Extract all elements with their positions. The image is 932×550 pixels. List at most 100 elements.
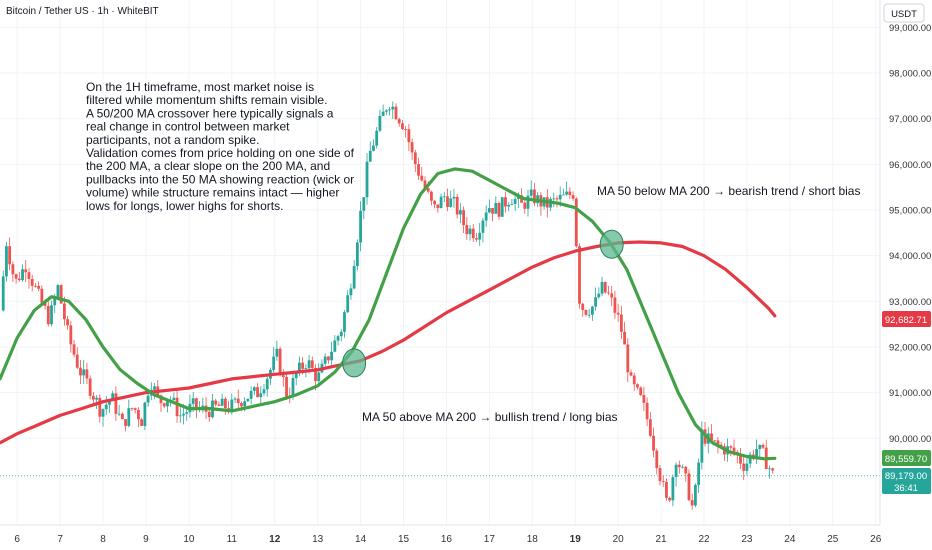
- candle-body: [108, 400, 111, 405]
- candle: [185, 407, 189, 421]
- candle-body: [716, 440, 720, 445]
- candle-body: [681, 466, 684, 468]
- candle-body: [91, 395, 95, 400]
- candle-body: [378, 115, 382, 131]
- candle-body: [339, 331, 343, 337]
- candle: [401, 120, 404, 131]
- candle-body: [8, 246, 12, 265]
- x-tick-label: 7: [57, 534, 63, 545]
- candle-body: [359, 210, 362, 243]
- candle: [526, 189, 530, 217]
- candle: [14, 273, 18, 284]
- candle: [458, 203, 462, 224]
- candle-body: [491, 208, 494, 214]
- candle: [124, 418, 127, 432]
- candle-body: [191, 398, 195, 404]
- bullish-annotation: MA 50 above MA 200 → bullish trend / lon…: [362, 410, 618, 424]
- candle-body: [24, 269, 28, 273]
- candle-body: [166, 401, 169, 407]
- candle: [378, 109, 382, 133]
- candle-body: [355, 242, 359, 267]
- candle-body: [159, 395, 163, 404]
- candle: [771, 467, 775, 474]
- x-tick-label: 21: [656, 534, 668, 545]
- candle-body: [645, 402, 649, 420]
- candle-body: [668, 497, 672, 501]
- candle: [648, 411, 652, 438]
- candle-body: [555, 198, 559, 200]
- candle: [645, 397, 649, 427]
- candle: [333, 335, 337, 353]
- candle: [587, 308, 591, 319]
- candle-body: [404, 129, 408, 130]
- candle-body: [413, 152, 417, 165]
- candle-body: [182, 413, 185, 416]
- candle-body: [761, 444, 765, 448]
- candle: [436, 204, 440, 213]
- candle: [101, 408, 105, 427]
- candle-body: [330, 351, 334, 361]
- candle-body: [220, 398, 224, 406]
- candle: [72, 339, 76, 358]
- candle-body: [748, 454, 752, 464]
- candle: [117, 404, 121, 417]
- candle: [66, 315, 70, 330]
- candle-body: [710, 433, 713, 441]
- candle: [365, 153, 369, 205]
- x-tick-label: 13: [312, 534, 324, 545]
- candle-body: [742, 463, 746, 471]
- candle: [529, 180, 533, 199]
- candle: [420, 166, 424, 182]
- x-tick-label: 12: [269, 534, 281, 545]
- candle: [710, 424, 713, 443]
- candle-body: [307, 360, 311, 369]
- candle-body: [504, 197, 507, 207]
- candle: [265, 376, 269, 397]
- candle-body: [281, 375, 285, 378]
- candle: [452, 188, 456, 208]
- candle-body: [603, 282, 607, 293]
- candle: [410, 138, 414, 160]
- candle: [272, 347, 276, 374]
- candle: [748, 451, 752, 469]
- candle: [578, 243, 581, 309]
- x-tick-label: 17: [484, 534, 496, 545]
- candle-body: [30, 279, 34, 286]
- candle: [397, 117, 401, 127]
- candle-body: [59, 285, 63, 304]
- candle: [339, 329, 343, 342]
- candle-body: [172, 397, 176, 400]
- annotation-line: real change in control between market: [86, 120, 290, 134]
- candle-body: [613, 297, 617, 313]
- currency-button[interactable]: [883, 3, 925, 23]
- candle: [481, 218, 485, 243]
- candle: [697, 458, 701, 494]
- x-tick-label: 8: [100, 534, 106, 545]
- candle-body: [72, 344, 76, 355]
- candle-body: [452, 196, 456, 199]
- annotation-line: On the 1H timeframe, most market noise i…: [86, 80, 314, 94]
- candle: [510, 198, 514, 206]
- candle-body: [526, 195, 530, 209]
- candle-body: [719, 444, 723, 447]
- candle: [430, 190, 433, 206]
- annotation-line: Validation comes from price holding on o…: [86, 146, 355, 160]
- candle-body: [262, 389, 266, 394]
- candle: [690, 493, 694, 510]
- annotation-line: participants, not a random spike.: [86, 133, 259, 147]
- candle: [758, 444, 762, 458]
- candle: [478, 222, 482, 246]
- candle-body: [98, 397, 102, 417]
- candle-body: [745, 463, 749, 471]
- candle-body: [497, 203, 501, 217]
- candle: [82, 360, 86, 385]
- y-tick-label: 93,000.00: [889, 297, 931, 308]
- candle-body: [66, 319, 70, 326]
- candle: [552, 192, 556, 208]
- candle-body: [410, 142, 414, 153]
- x-tick-label: 15: [398, 534, 410, 545]
- candle-body: [426, 188, 430, 192]
- candle-body: [381, 111, 385, 116]
